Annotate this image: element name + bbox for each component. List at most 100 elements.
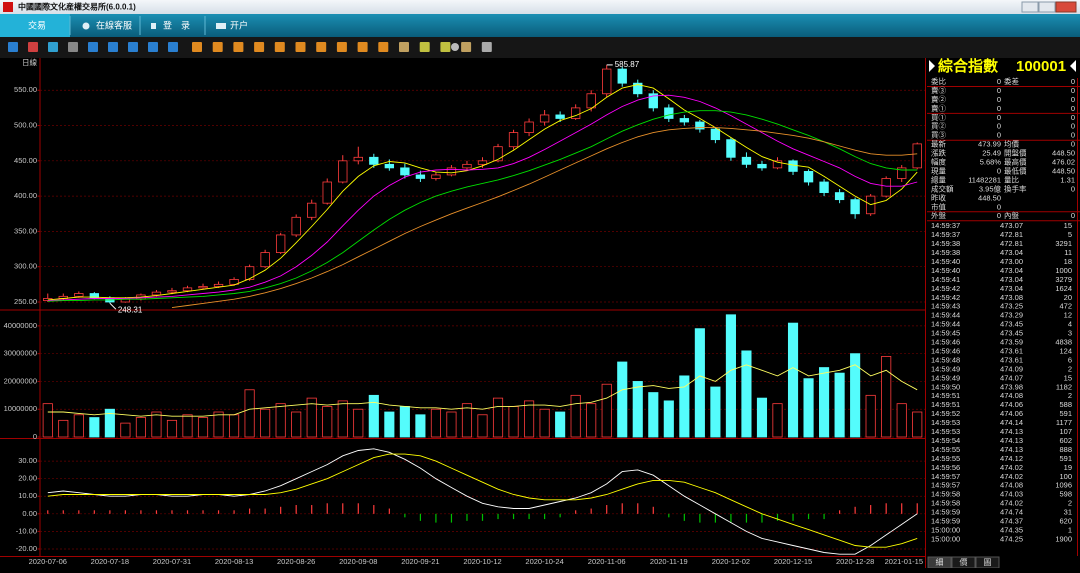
- volume-bar: [741, 350, 752, 438]
- quote-label: 委差: [1004, 76, 1019, 86]
- toolbar-icon[interactable]: [254, 42, 265, 52]
- settings-icon[interactable]: [451, 43, 459, 51]
- tab[interactable]: 登 录: [163, 20, 190, 30]
- y-tick-label: 30.00: [18, 456, 37, 465]
- tick-volume: 15: [1064, 221, 1072, 230]
- toolbar-icon[interactable]: [357, 42, 368, 52]
- toolbar-icon[interactable]: [8, 42, 18, 52]
- candle-body: [74, 293, 84, 297]
- candle-body: [477, 160, 488, 165]
- tick-price: 474.74: [1000, 508, 1023, 517]
- volume-bar: [586, 403, 597, 438]
- active-tab[interactable]: [0, 14, 70, 37]
- volume-bar: [260, 408, 271, 438]
- y-tick-label: 400.00: [14, 191, 37, 200]
- ma-line: [47, 364, 918, 417]
- quote-value: 448.50: [1052, 166, 1075, 175]
- next-arrow[interactable]: [1070, 60, 1076, 72]
- quote-label: 幅度: [931, 157, 946, 167]
- tick-price: 472.81: [1000, 230, 1023, 239]
- x-tick-label: 2020-10-24: [525, 557, 563, 566]
- volume-bar: [151, 411, 162, 438]
- tick-price: 473.04: [1000, 266, 1023, 275]
- tick-volume: 5: [1068, 230, 1072, 239]
- volume-bar: [166, 419, 178, 438]
- tick-volume: 11: [1064, 248, 1072, 257]
- tick-time: 14:59:51: [931, 400, 960, 409]
- candle-body: [570, 107, 581, 119]
- toolbar-icon[interactable]: [461, 42, 472, 52]
- volume-bar: [617, 361, 628, 438]
- toolbar-icon[interactable]: [28, 42, 38, 52]
- tick-price: 472.81: [1000, 239, 1023, 248]
- tick-volume: 588: [1059, 400, 1072, 409]
- toolbar-icon[interactable]: [481, 42, 492, 52]
- y-tick-label: 450.00: [14, 156, 37, 165]
- toolbar-icon[interactable]: [419, 42, 430, 52]
- volume-bar: [306, 397, 317, 438]
- maximize-button[interactable]: [1038, 1, 1056, 13]
- toolbar-icon[interactable]: [316, 42, 327, 52]
- toolbar-icon[interactable]: [233, 42, 244, 52]
- panel-tab-label[interactable]: 細: [936, 557, 944, 567]
- tab[interactable]: 交易: [28, 19, 46, 30]
- volume-bar: [710, 386, 721, 438]
- volume-bar: [725, 314, 736, 438]
- toolbar-icon[interactable]: [68, 42, 78, 52]
- quote-value: 0: [997, 202, 1001, 211]
- volume-bar: [89, 417, 100, 438]
- tab[interactable]: 开户: [230, 19, 248, 30]
- toolbar-icon[interactable]: [168, 42, 178, 52]
- candle-body: [338, 160, 348, 183]
- tick-volume: 31: [1064, 508, 1072, 517]
- toolbar-icon[interactable]: [128, 42, 138, 52]
- tick-time: 14:59:41: [931, 275, 960, 284]
- tick-price: 474.37: [1000, 517, 1023, 526]
- quote-value: 473.99: [978, 140, 1001, 149]
- tick-price: 474.13: [1000, 445, 1023, 454]
- volume-bar: [58, 419, 69, 438]
- toolbar-icon[interactable]: [336, 42, 347, 52]
- toolbar-icon[interactable]: [108, 42, 118, 52]
- quote-label: 均價: [1004, 139, 1019, 149]
- minimize-button[interactable]: [1021, 1, 1039, 13]
- toolbar-icon[interactable]: [48, 42, 58, 52]
- tick-price: 473.00: [1000, 257, 1023, 266]
- tick-price: 473.59: [1000, 338, 1023, 347]
- tick-volume: 1: [1068, 525, 1072, 534]
- toolbar-icon[interactable]: [399, 42, 409, 52]
- toolbar-icon[interactable]: [212, 42, 223, 52]
- quote-value: 0: [1071, 104, 1075, 113]
- tab[interactable]: 在線客服: [96, 19, 132, 30]
- volume-bar: [213, 411, 224, 438]
- tick-volume: 598: [1059, 490, 1072, 499]
- panel-tab-label[interactable]: 價: [960, 558, 968, 567]
- toolbar-icon[interactable]: [192, 42, 202, 52]
- tick-price: 474.07: [1000, 373, 1023, 382]
- y-tick-label: 10.00: [18, 491, 37, 500]
- y-tick-label: 30000000: [4, 349, 37, 358]
- toolbar-icon[interactable]: [88, 42, 98, 52]
- volume-bar: [135, 417, 146, 438]
- tick-volume: 2: [1068, 364, 1072, 373]
- volume-bar: [291, 411, 302, 438]
- ma-line: [171, 127, 918, 309]
- quote-label: 外盤: [931, 210, 946, 220]
- candle-body: [850, 199, 860, 215]
- close-button[interactable]: [1055, 1, 1077, 13]
- toolbar-icon[interactable]: [440, 42, 451, 52]
- toolbar-icon[interactable]: [295, 42, 306, 52]
- toolbar-icon[interactable]: [378, 42, 389, 52]
- prev-arrow[interactable]: [929, 60, 935, 72]
- toolbar-icon[interactable]: [274, 42, 285, 52]
- quote-value: 5.68%: [980, 158, 1002, 167]
- panel-tab-label[interactable]: 圖: [984, 558, 992, 567]
- quote-value: 0: [1071, 95, 1075, 104]
- tick-time: 14:59:46: [931, 338, 960, 347]
- toolbar-icon[interactable]: [148, 42, 158, 52]
- candle-body: [726, 139, 736, 158]
- x-tick-label: 2021-01-15: [885, 557, 923, 566]
- tick-time: 14:59:43: [931, 302, 960, 311]
- tick-price: 473.98: [1000, 382, 1023, 391]
- tick-time: 14:59:50: [931, 382, 960, 391]
